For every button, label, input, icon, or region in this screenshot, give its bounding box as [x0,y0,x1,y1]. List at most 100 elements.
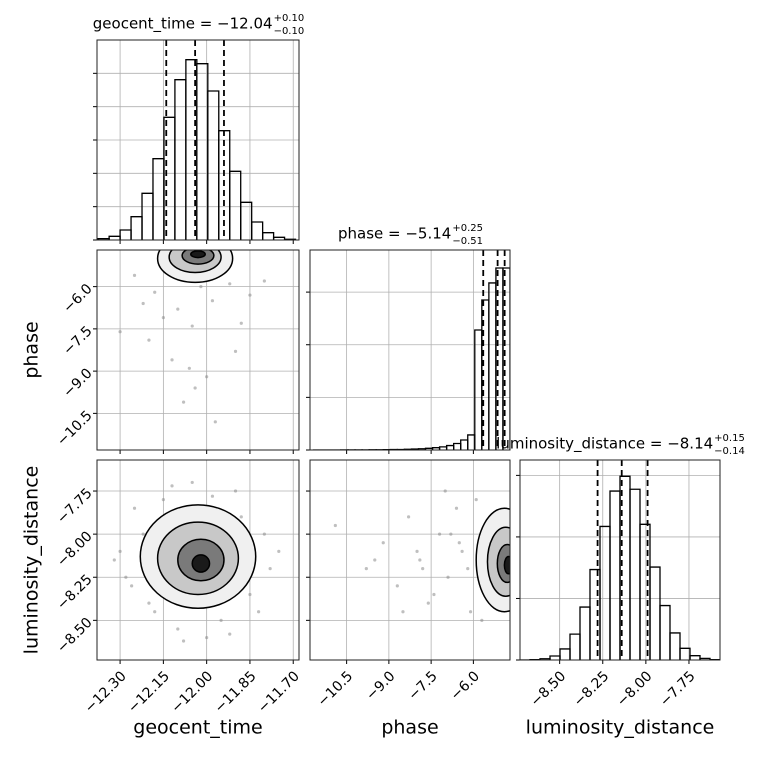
sample-point [118,330,122,334]
density-contour [191,554,211,573]
sample-point [418,558,422,562]
sample-point [210,494,215,498]
hist-step [141,192,154,240]
x-tick-label: −8.50 [528,668,570,710]
hist-step [453,442,462,450]
density-contour [503,555,510,575]
sample-point [161,316,165,320]
hist-step [108,235,121,240]
sample-point [118,549,122,553]
panel [97,460,299,660]
hist-step [261,232,275,240]
sample-point [190,324,194,328]
sample-point [132,506,137,510]
y-tick-label: −7.75 [54,485,96,527]
y-axis-label: luminosity_distance [21,466,43,655]
sample-point [132,273,137,277]
hist-step [152,158,165,240]
x-axis-label: geocent_time [133,717,262,739]
hist-step [549,655,561,660]
hist-step [569,633,581,660]
sample-point [262,279,266,283]
title-error-minus: −0.51 [452,236,483,247]
hist-step [502,267,510,450]
hist-step [207,90,220,240]
x-tick-label: −11.85 [212,668,260,716]
x-axis-label: phase [381,717,438,739]
y-tick-label: −7.5 [60,323,95,358]
sample-point [213,420,217,424]
sample-point [190,480,194,485]
sample-point [248,592,252,597]
panel [520,460,720,660]
x-tick-label: −7.75 [657,668,699,710]
axes-frame [96,249,300,451]
sample-point [257,610,261,614]
hist-step [119,229,132,240]
sample-point [228,282,232,286]
y-tick-label: −8.25 [54,572,96,614]
sample-point [176,627,180,631]
x-tick-label: −8.25 [571,668,613,710]
x-tick-label: −12.30 [82,668,130,716]
panel-title: phase = −5.14 [338,225,451,243]
sample-point [153,610,157,614]
sample-point [239,321,243,325]
sample-point [170,358,174,362]
sample-point [474,498,478,502]
sample-point [130,584,134,588]
hist-step [196,63,209,240]
axes-frame [309,249,511,451]
sample-point [147,601,151,605]
sample-point [187,366,191,370]
hist-step [649,566,661,660]
hist-step [460,439,469,450]
title-error-plus: +0.25 [452,223,483,234]
hist-step [174,79,187,240]
sample-point [205,375,209,379]
sample-point [176,307,180,311]
hist-step [445,444,455,450]
sample-point [219,618,223,622]
title-error-plus: +0.10 [274,13,305,24]
axes-frame [96,39,300,241]
sample-point [395,584,399,588]
sample-point [181,639,186,643]
x-axis-label: luminosity_distance [526,717,715,739]
title-error-minus: −0.10 [274,26,305,37]
sample-point [193,386,197,390]
hist-step [609,490,621,660]
x-tick-label: −11.70 [255,668,303,716]
hist-step [689,655,701,660]
hist-step [130,216,143,240]
sample-point [421,567,425,571]
hist-step [240,201,253,240]
y-axis-label: phase [21,321,43,378]
sample-point [210,299,215,303]
title-error-minus: −0.14 [714,446,745,457]
x-tick-label: −10.5 [315,668,357,710]
hist-step [251,221,264,240]
sample-point [233,349,238,354]
hist-step [679,647,691,660]
sample-point [112,558,116,562]
hist-step [669,632,681,660]
y-tick-label: −10.5 [54,408,96,450]
sample-point [373,558,377,562]
x-tick-label: −6.0 [448,668,483,703]
density-contour [190,250,206,259]
sample-point [248,293,252,297]
hist-step [589,568,601,660]
panel-title: luminosity_distance = −8.14 [496,435,713,454]
sample-point [141,532,145,536]
sample-point [364,567,368,571]
hist-step [659,604,671,660]
sample-point [124,575,128,579]
sample-point [147,338,151,342]
sample-point [277,549,281,553]
hist-step [639,523,651,660]
sample-point [454,506,459,510]
axes-frame [96,459,300,661]
